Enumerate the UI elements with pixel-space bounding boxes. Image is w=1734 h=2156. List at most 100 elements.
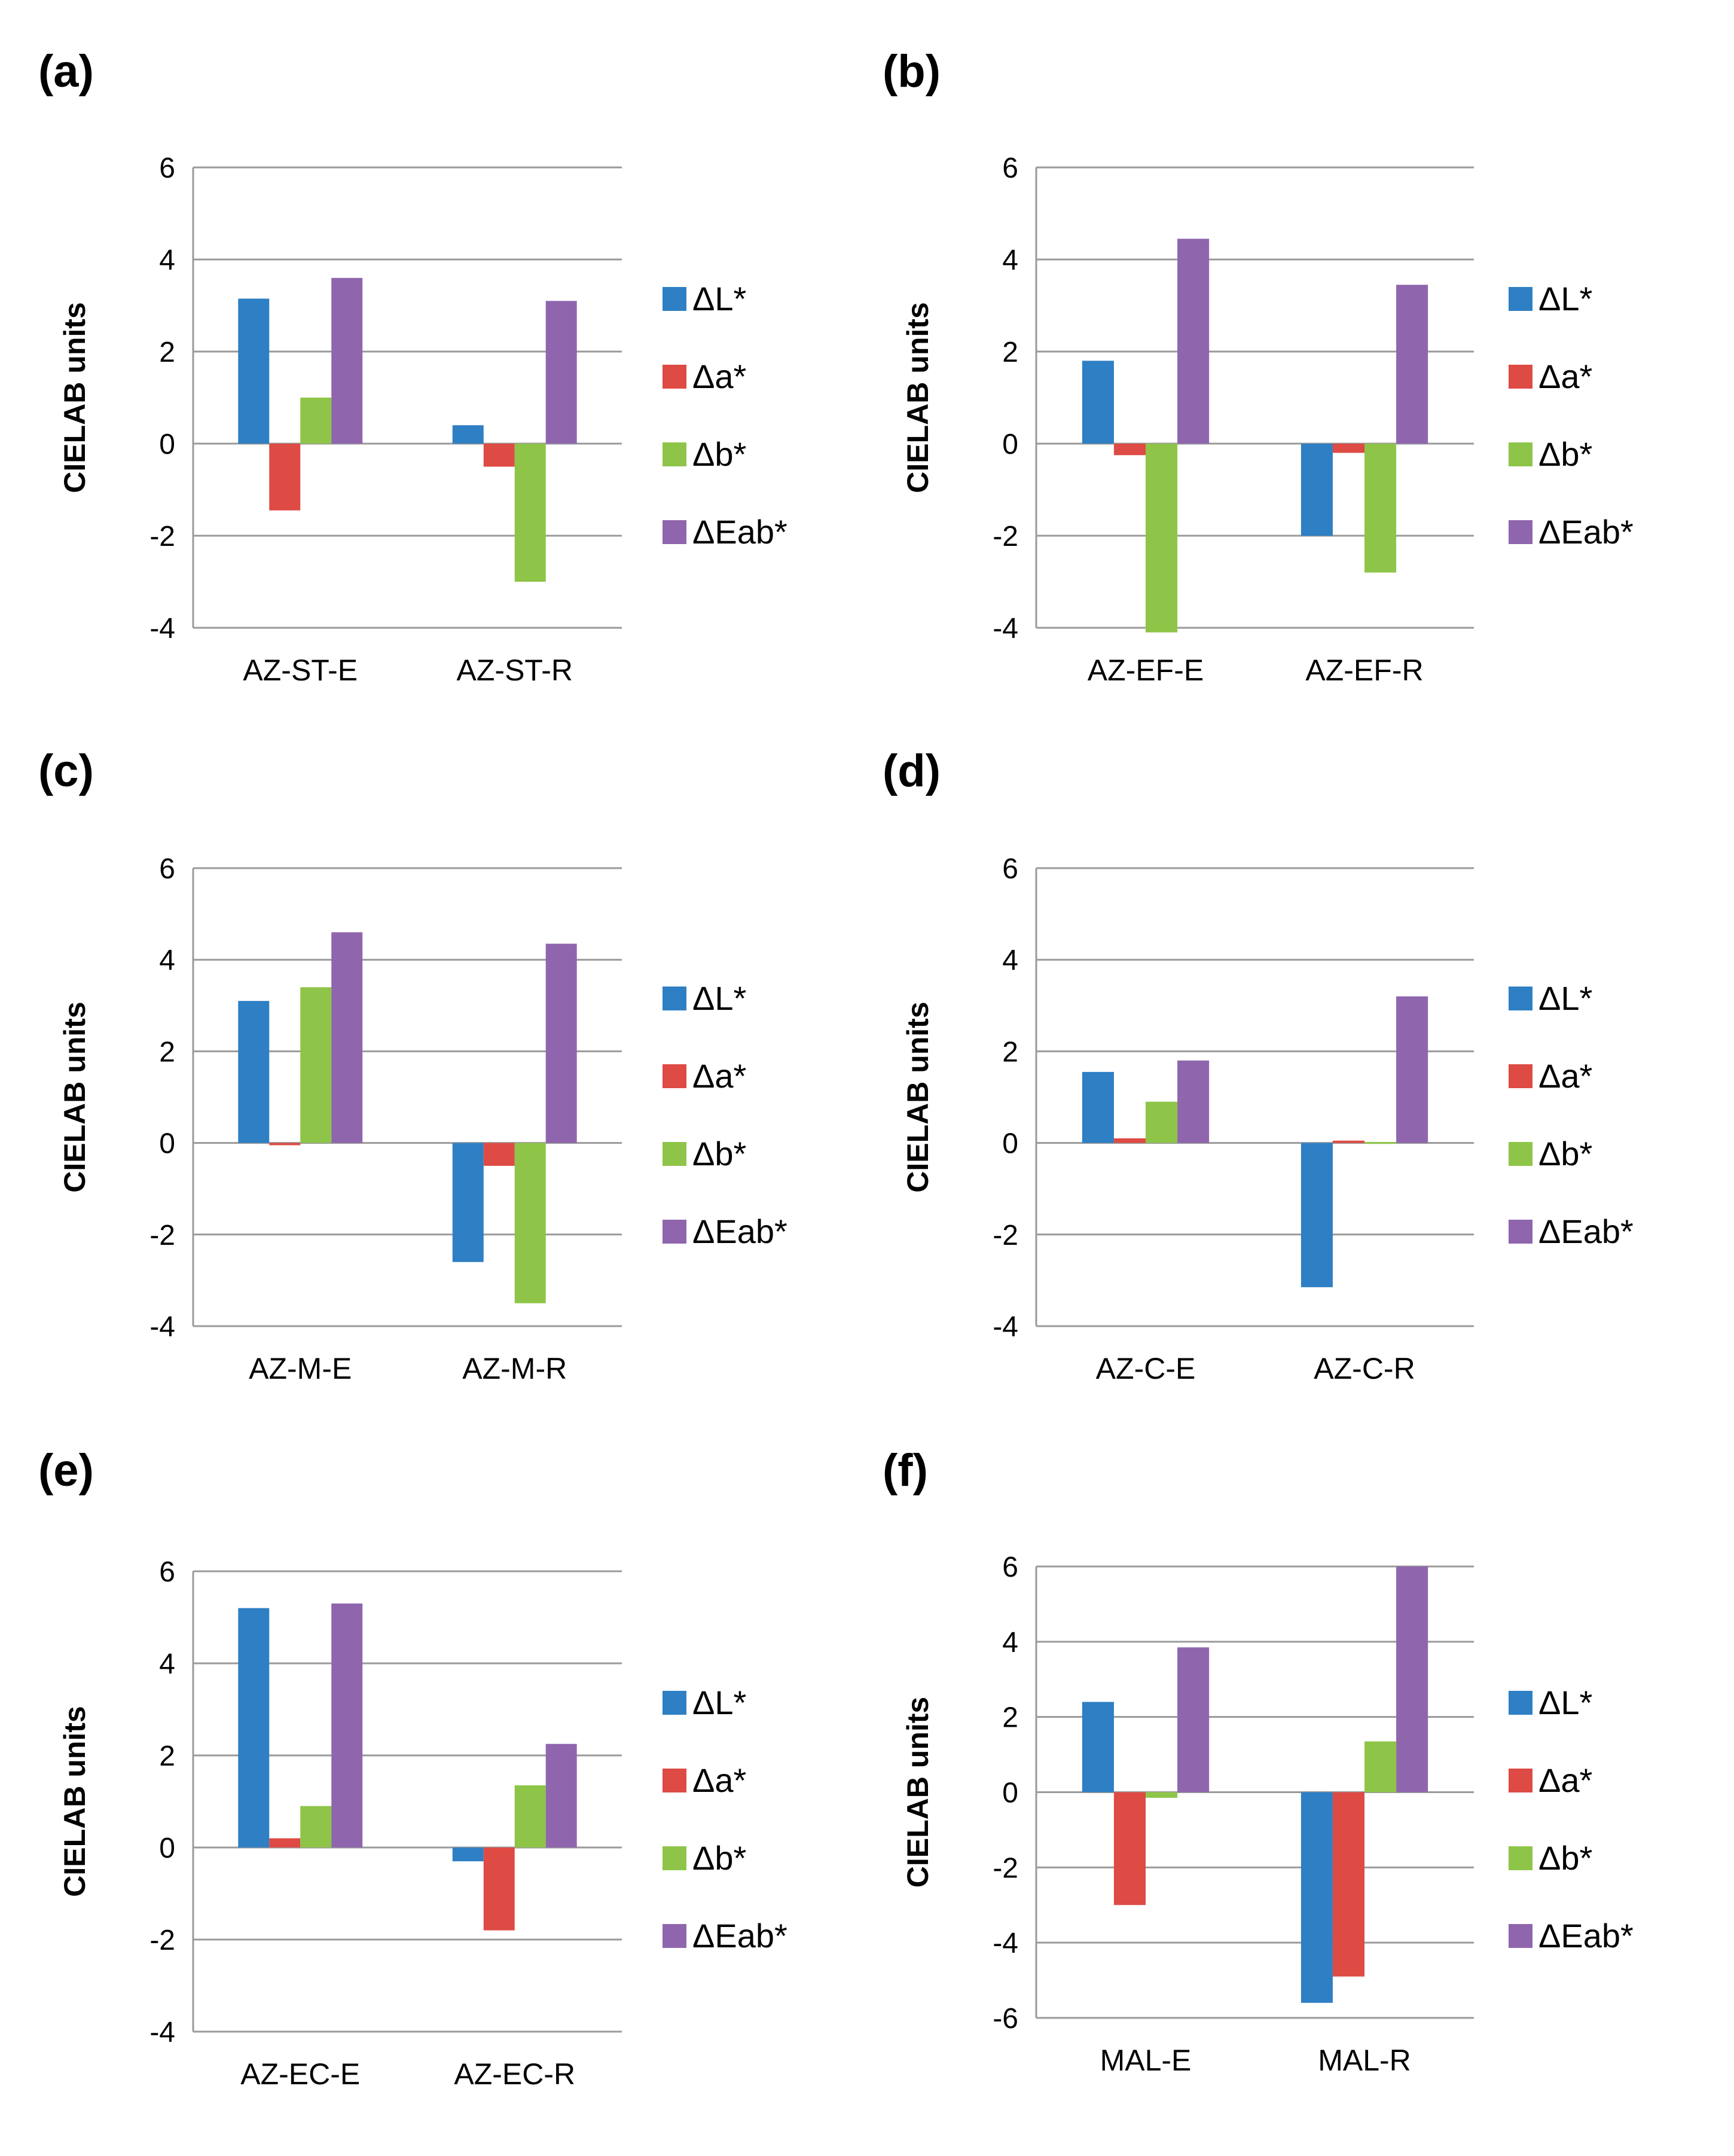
x-category-label: AZ-EF-R — [1305, 653, 1423, 687]
legend-entry: Δa* — [692, 358, 746, 395]
y-axis-label: CIELAB units — [901, 1697, 935, 1888]
legend-swatch — [1509, 1691, 1532, 1715]
panel-label: (b) — [883, 46, 941, 97]
x-category-label: AZ-C-E — [1096, 1352, 1196, 1385]
bar-az-c-r-series-3 — [1396, 996, 1428, 1143]
legend-swatch — [663, 1064, 686, 1088]
bar-az-ef-r-series-0 — [1300, 444, 1333, 536]
y-tick-label: 6 — [159, 853, 175, 885]
legend-entry: ΔL* — [1538, 979, 1592, 1017]
y-tick-label: 6 — [1002, 152, 1018, 184]
bar-az-m-r-series-1 — [483, 1143, 515, 1166]
legend-swatch — [663, 520, 686, 544]
panel-label: (d) — [883, 746, 941, 796]
bar-mal-r-series-2 — [1364, 1741, 1397, 1792]
y-tick-label: 6 — [1002, 1552, 1018, 1583]
y-tick-label: -4 — [149, 1311, 175, 1343]
y-tick-label: 4 — [159, 945, 175, 976]
bar-az-c-e-series-1 — [1113, 1138, 1146, 1143]
legend-swatch — [1509, 987, 1532, 1010]
chart-panel-a: (a) 6 4 2 0 -2 -4 CIELAB units AZ-ST-E AZ-ST-R ΔL*… — [38, 46, 787, 687]
legend-entry: ΔEab* — [692, 513, 787, 551]
bar-az-ef-r-series-2 — [1364, 444, 1397, 573]
y-axis-label: CIELAB units — [901, 1001, 935, 1192]
bar-az-m-e-series-3 — [331, 932, 363, 1143]
chart-panel-e: (e) 6 4 2 0 -2 -4 CIELAB units AZ-EC-E AZ-EC-R ΔL*… — [38, 1445, 787, 2091]
y-tick-label: 6 — [159, 152, 175, 184]
y-tick-label: -4 — [993, 1928, 1018, 1959]
y-tick-label: 0 — [1002, 1128, 1018, 1160]
y-tick-label: 0 — [159, 1128, 175, 1160]
bar-mal-r-series-1 — [1332, 1792, 1364, 1977]
bar-az-ef-e-series-2 — [1146, 444, 1178, 633]
bar-az-ec-e-series-2 — [300, 1806, 332, 1847]
legend-swatch — [1509, 287, 1532, 311]
legend-entry: Δb* — [1538, 1135, 1592, 1172]
bar-az-ef-e-series-1 — [1113, 444, 1146, 456]
legend-swatch — [663, 1846, 686, 1870]
bar-az-ef-e-series-3 — [1177, 239, 1210, 444]
y-axis-label: CIELAB units — [58, 1001, 91, 1192]
panel-label: (e) — [38, 1445, 94, 1496]
legend-entry: ΔEab* — [692, 1213, 787, 1250]
legend-entry: ΔEab* — [1538, 513, 1634, 551]
bar-az-c-r-series-2 — [1364, 1142, 1397, 1144]
y-tick-label: -2 — [149, 1220, 175, 1251]
bar-az-m-r-series-2 — [514, 1143, 546, 1303]
legend-swatch — [1509, 1220, 1532, 1244]
y-tick-label: -2 — [149, 521, 175, 552]
y-tick-label: 0 — [1002, 429, 1018, 460]
legend-swatch — [663, 442, 686, 466]
legend-swatch — [1509, 365, 1532, 389]
chart-panel-c: (c) 6 4 2 0 -2 -4 CIELAB units AZ-M-E AZ-M-R ΔL* Δa… — [38, 746, 787, 1385]
bar-az-c-r-series-1 — [1332, 1140, 1364, 1143]
x-category-label: AZ-M-R — [462, 1352, 567, 1385]
bar-az-ec-e-series-1 — [269, 1838, 301, 1847]
legend-swatch — [1509, 442, 1532, 466]
y-tick-label: 0 — [1002, 1778, 1018, 1809]
bar-mal-r-series-3 — [1396, 1566, 1428, 1792]
bar-az-ef-e-series-0 — [1082, 361, 1114, 444]
bar-az-c-r-series-0 — [1300, 1143, 1333, 1287]
bar-az-c-e-series-2 — [1146, 1101, 1178, 1143]
legend-entry: ΔL* — [1538, 1684, 1592, 1721]
bar-az-c-e-series-0 — [1082, 1071, 1114, 1143]
legend-swatch — [663, 1142, 686, 1166]
legend-swatch — [1509, 520, 1532, 544]
x-category-label: MAL-R — [1318, 2044, 1411, 2077]
bar-az-st-r-series-2 — [514, 444, 546, 582]
bar-az-st-e-series-2 — [300, 398, 332, 444]
bar-az-m-e-series-2 — [300, 987, 332, 1143]
legend-swatch — [663, 1220, 686, 1244]
legend-entry: Δb* — [692, 1839, 746, 1877]
bar-az-ec-r-series-1 — [483, 1847, 515, 1931]
y-tick-label: 0 — [159, 429, 175, 460]
y-tick-label: -2 — [149, 1925, 175, 1956]
y-tick-label: 0 — [159, 1833, 175, 1864]
legend-entry: ΔL* — [692, 979, 746, 1017]
x-category-label: AZ-EF-E — [1088, 653, 1204, 687]
y-tick-label: -2 — [993, 1852, 1018, 1884]
bar-az-ec-r-series-3 — [545, 1743, 577, 1847]
panel-label: (c) — [38, 746, 94, 796]
panel-label: (f) — [883, 1445, 928, 1496]
legend-swatch — [663, 287, 686, 311]
legend-swatch — [663, 365, 686, 389]
chart-panel-b: (b) 6 4 2 0 -2 -4 CIELAB units AZ-EF-E AZ-EF-R ΔL*… — [883, 46, 1634, 687]
bar-az-ec-r-series-0 — [452, 1847, 484, 1862]
y-tick-label: -6 — [993, 2003, 1018, 2035]
y-tick-label: -4 — [149, 613, 175, 645]
y-tick-label: 4 — [1002, 945, 1018, 976]
legend-entry: Δa* — [692, 1761, 746, 1799]
y-tick-label: 4 — [159, 245, 175, 276]
bar-mal-e-series-0 — [1082, 1702, 1114, 1792]
legend-entry: ΔEab* — [1538, 1213, 1634, 1250]
legend-entry: Δb* — [692, 1135, 746, 1172]
legend-entry: Δa* — [1538, 1057, 1592, 1095]
x-category-label: AZ-EC-E — [240, 2057, 360, 2091]
legend-entry: ΔEab* — [1538, 1917, 1634, 1955]
y-tick-label: 4 — [159, 1648, 175, 1680]
y-tick-label: 2 — [1002, 1702, 1018, 1734]
y-tick-label: -4 — [149, 2017, 175, 2048]
